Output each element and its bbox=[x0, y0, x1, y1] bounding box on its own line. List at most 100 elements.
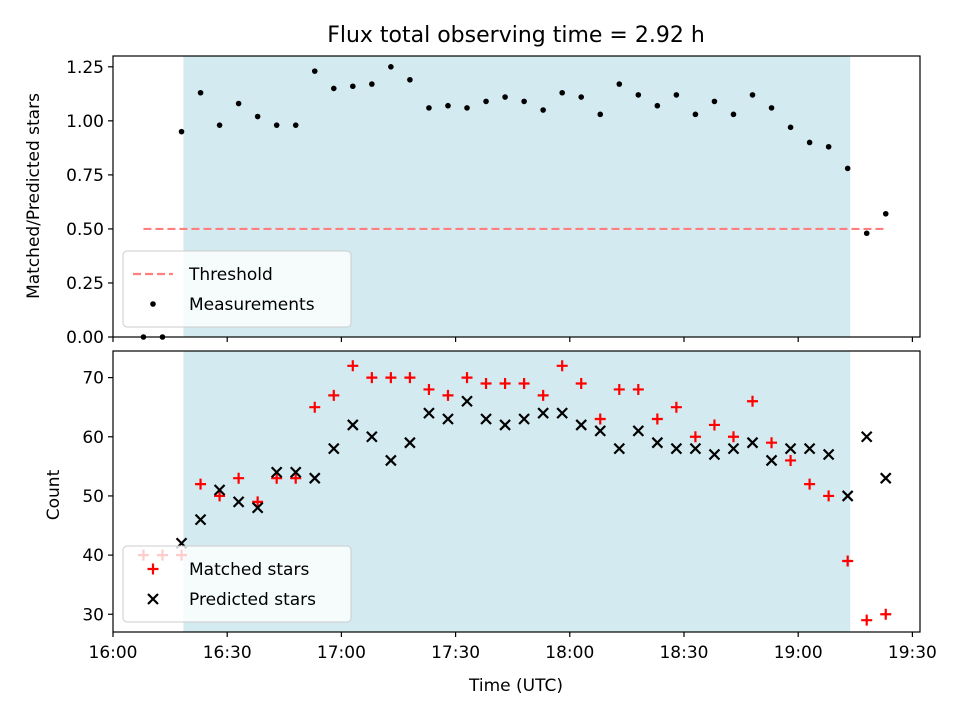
bottom-x-tick-label: 17:30 bbox=[431, 643, 480, 663]
top-point bbox=[768, 105, 775, 111]
bottom-matched-point bbox=[613, 383, 625, 395]
top-point bbox=[464, 105, 470, 111]
bottom-legend-label: Matched stars bbox=[189, 560, 309, 580]
top-axes-frame bbox=[112, 55, 921, 338]
bottom-predicted-point bbox=[347, 419, 359, 431]
bottom-x-tick-label: 19:30 bbox=[888, 643, 937, 663]
bottom-matched-point bbox=[233, 472, 245, 484]
bottom-matched-point bbox=[556, 360, 568, 372]
bottom-predicted-point bbox=[308, 472, 321, 484]
top-point bbox=[825, 143, 832, 150]
top-point bbox=[311, 68, 318, 74]
top-point bbox=[292, 122, 299, 128]
bottom-matched-point bbox=[861, 614, 873, 626]
bottom-matched-point bbox=[328, 389, 340, 401]
bottom-predicted-point bbox=[289, 466, 302, 479]
top-point bbox=[216, 122, 223, 128]
top-point bbox=[502, 94, 508, 100]
top-plot-area: 0.00 0.25 0.50 0.75 1.00 1.25 Threshold Measure… bbox=[66, 55, 921, 348]
top-point bbox=[673, 92, 680, 98]
top-point bbox=[730, 111, 737, 118]
top-point bbox=[197, 89, 204, 96]
top-point bbox=[540, 107, 546, 113]
bottom-plot-area: 30 40 50 60 70 16:00 16:30 17:00 17:30 18:00 18:30… bbox=[82, 350, 937, 663]
bottom-predicted-point bbox=[632, 425, 645, 437]
top-legend-label: Threshold bbox=[188, 265, 273, 285]
top-point bbox=[578, 94, 585, 100]
top-point bbox=[521, 98, 527, 105]
top-y-tick-label: 0.00 bbox=[66, 328, 104, 348]
bottom-matched-point bbox=[575, 378, 587, 390]
top-point bbox=[254, 113, 261, 120]
bottom-predicted-point bbox=[841, 490, 854, 502]
top-y-tick-label: 1.25 bbox=[66, 58, 104, 78]
bottom-predicted-point bbox=[480, 413, 492, 425]
top-point bbox=[787, 124, 794, 131]
bottom-matched-point bbox=[461, 372, 473, 384]
bottom-predicted-point bbox=[385, 454, 397, 467]
top-point bbox=[844, 165, 851, 172]
top-point bbox=[806, 139, 813, 146]
top-point bbox=[863, 230, 870, 237]
bottom-predicted-point bbox=[518, 413, 530, 425]
top-chart-ylabel: Matched/Predicted stars bbox=[24, 93, 44, 299]
top-point bbox=[711, 98, 718, 105]
bottom-matched-point bbox=[271, 472, 283, 484]
bottom-chart-ylabel: Count bbox=[44, 469, 64, 520]
top-point bbox=[692, 111, 699, 118]
bottom-matched-point bbox=[480, 378, 492, 390]
bottom-matched-point bbox=[632, 383, 644, 395]
bottom-matched-point bbox=[518, 378, 530, 390]
bottom-matched-point bbox=[880, 608, 892, 620]
bottom-predicted-point bbox=[708, 448, 721, 461]
top-point bbox=[273, 122, 280, 128]
bottom-matched-point bbox=[823, 490, 835, 502]
bottom-predicted-point bbox=[803, 442, 816, 455]
bottom-predicted-point bbox=[442, 413, 454, 425]
top-point bbox=[483, 98, 489, 105]
top-point bbox=[635, 92, 642, 98]
bottom-matched-point bbox=[499, 378, 511, 390]
bottom-matched-point bbox=[708, 419, 720, 431]
bottom-matched-point bbox=[804, 478, 816, 490]
bottom-predicted-point bbox=[270, 466, 283, 479]
bottom-predicted-point bbox=[727, 442, 740, 455]
bottom-matched-point bbox=[385, 372, 397, 384]
top-legend-label: Measurements bbox=[189, 295, 315, 315]
bottom-predicted-point bbox=[879, 472, 892, 484]
bottom-x-tick-label: 16:30 bbox=[203, 643, 252, 663]
bottom-legend-plus-swatch bbox=[147, 563, 159, 575]
bottom-x-tick-label: 18:00 bbox=[545, 643, 594, 663]
bottom-legend-box bbox=[122, 545, 352, 623]
bottom-matched-point bbox=[689, 431, 701, 443]
bottom-x-tick-label: 17:00 bbox=[317, 643, 366, 663]
bottom-matched-point bbox=[785, 454, 797, 466]
top-y-tick-label: 1.00 bbox=[66, 112, 104, 132]
top-y-tick-label: 0.75 bbox=[66, 166, 104, 186]
bottom-predicted-point bbox=[461, 395, 473, 408]
bottom-predicted-point bbox=[194, 513, 207, 526]
top-point bbox=[388, 64, 394, 70]
bottom-x-tick-label: 19:00 bbox=[774, 643, 823, 663]
top-point bbox=[882, 210, 889, 217]
bottom-legend-x-swatch bbox=[147, 593, 159, 605]
bottom-matched-point bbox=[404, 372, 416, 384]
top-y-tick-label: 0.25 bbox=[66, 274, 104, 294]
top-point bbox=[445, 102, 451, 109]
bottom-chart-xlabel: Time (UTC) bbox=[468, 676, 563, 696]
bottom-predicted-point bbox=[689, 442, 702, 455]
bottom-predicted-point bbox=[328, 442, 340, 455]
bottom-predicted-point bbox=[784, 442, 797, 455]
top-point bbox=[330, 85, 337, 92]
bottom-predicted-point bbox=[499, 419, 511, 431]
bottom-x-tick-label: 18:30 bbox=[659, 643, 708, 663]
bottom-predicted-point bbox=[860, 431, 873, 443]
bottom-matched-point bbox=[670, 401, 682, 413]
bottom-predicted-point bbox=[404, 436, 416, 449]
bottom-matched-point bbox=[537, 389, 549, 401]
bottom-y-tick-label: 60 bbox=[82, 428, 104, 448]
bottom-predicted-point bbox=[251, 501, 264, 514]
bottom-predicted-point bbox=[822, 448, 835, 461]
bottom-predicted-point bbox=[213, 484, 226, 496]
